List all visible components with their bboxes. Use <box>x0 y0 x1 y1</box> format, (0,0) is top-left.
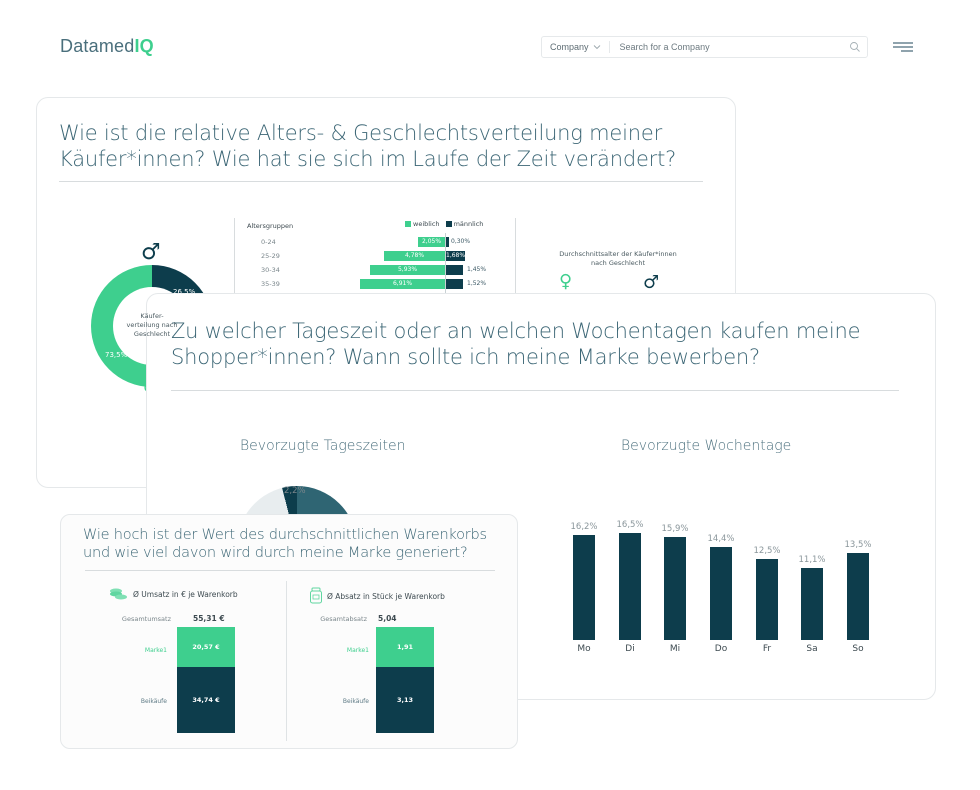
card-title: Wie hoch ist der Wert des durchschnittli… <box>83 527 487 562</box>
rest-label: Beikäufe <box>140 698 167 705</box>
age-legend: weiblich männlich <box>405 220 483 228</box>
bar-mo: 16,2% Mo <box>570 522 598 654</box>
divider <box>286 581 287 741</box>
age-groups-header: Altersgruppen <box>247 222 294 230</box>
bar-di: 16,5% Di <box>616 520 644 654</box>
weekday-chart-title: Bevorzugte Wochentage <box>621 438 792 454</box>
avg-age-title: Durchschnittsalter der Käufer*innen nach… <box>559 250 677 268</box>
menu-icon[interactable] <box>893 42 913 52</box>
daytime-chart-title: Bevorzugte Tageszeiten <box>240 438 406 454</box>
total-revenue-label: Gesamtumsatz <box>121 615 171 623</box>
age-row: 35-39 6,91% 1,52% <box>261 279 487 289</box>
bar-sa: 11,1% Sa <box>798 555 826 654</box>
legend-male: männlich <box>445 220 483 228</box>
male-icon: ♂ <box>141 240 161 265</box>
bar-mi: 15,9% Mi <box>661 524 689 654</box>
divider <box>171 390 899 391</box>
search-bar: Company Search for a Company <box>541 36 868 58</box>
logo-text: Datamed <box>60 36 135 56</box>
search-input[interactable]: Search for a Company <box>619 42 710 52</box>
male-pct-label: 26,5% <box>173 288 196 296</box>
total-revenue-value: 55,31 € <box>193 614 225 623</box>
divider <box>234 218 235 298</box>
age-axis <box>445 233 446 293</box>
pie-value-label: 2,2% <box>284 486 306 496</box>
rest-label: Beikäufe <box>342 698 369 705</box>
donut-center-label: Käufer- verteilung nach Geschlecht <box>126 312 178 338</box>
brand-label: Marke1 <box>346 647 369 654</box>
age-row: 0-24 2,05% 0,30% <box>261 237 471 247</box>
search-icon[interactable] <box>849 41 861 53</box>
chevron-down-icon <box>593 45 600 50</box>
logo[interactable]: DatamedIQ <box>60 36 154 57</box>
units-heading: Ø Absatz in Stück je Warenkorb <box>309 587 445 605</box>
divider <box>85 570 495 571</box>
revenue-stacked-bar: 20,57 € 34,74 € <box>177 627 235 733</box>
units-stacked-bar: 1,91 3,13 <box>376 627 434 733</box>
basket-value-card: Wie hoch ist der Wert des durchschnittli… <box>60 514 518 749</box>
card-title: Zu welcher Tageszeit oder an welchen Woc… <box>171 319 861 370</box>
age-row: 25-29 4,78% 1,68% <box>261 251 466 261</box>
divider <box>515 218 516 298</box>
bar-so: 13,5% So <box>844 540 872 654</box>
brand-label: Marke1 <box>144 647 167 654</box>
male-icon: ♂ <box>643 272 660 293</box>
revenue-heading: Ø Umsatz in € je Warenkorb <box>109 587 238 601</box>
female-pct-label: 73,5% <box>105 351 128 359</box>
logo-accent: IQ <box>134 36 154 56</box>
weekday-bar-chart: 16,2% Mo 16,5% Di 15,9% Mi 14,4% Do 12,5% Fr … <box>559 504 879 654</box>
divider <box>59 181 703 182</box>
scope-label: Company <box>550 42 589 52</box>
bar-do: 14,4% Do <box>707 534 735 654</box>
product-jar-icon <box>310 587 322 604</box>
coins-icon <box>110 588 127 600</box>
company-scope-dropdown[interactable]: Company <box>542 41 610 53</box>
total-units-value: 5,04 <box>378 614 397 623</box>
legend-female: weiblich <box>405 220 440 228</box>
card-title: Wie ist die relative Alters- & Geschlech… <box>59 121 677 172</box>
female-icon: ♀ <box>559 271 573 292</box>
total-units-label: Gesamtabsatz <box>320 615 367 623</box>
age-row: 30-34 5,93% 1,45% <box>261 265 487 275</box>
bar-fr: 12,5% Fr <box>753 546 781 654</box>
